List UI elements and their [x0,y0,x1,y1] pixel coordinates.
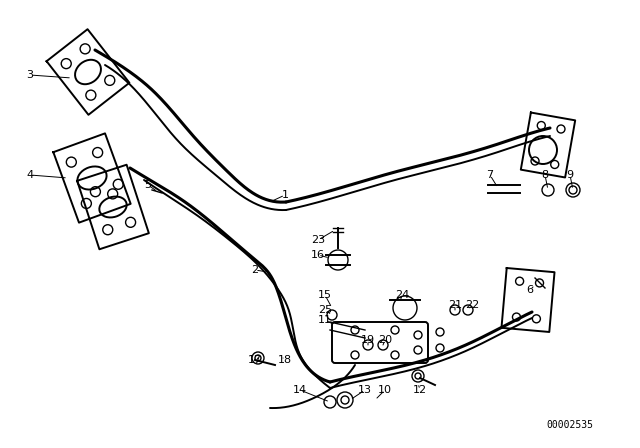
Text: 17: 17 [248,355,262,365]
Text: 8: 8 [541,170,548,180]
Text: 6: 6 [527,285,534,295]
Text: 15: 15 [318,290,332,300]
Text: 10: 10 [378,385,392,395]
Text: 3: 3 [26,70,33,80]
Text: 22: 22 [465,300,479,310]
Text: 00002535: 00002535 [547,420,593,430]
Text: 4: 4 [26,170,33,180]
Text: 12: 12 [413,385,427,395]
Text: 18: 18 [278,355,292,365]
Text: 9: 9 [566,170,573,180]
Text: 19: 19 [361,335,375,345]
Text: 7: 7 [486,170,493,180]
Text: 20: 20 [378,335,392,345]
Text: 16: 16 [311,250,325,260]
Text: 25: 25 [318,305,332,315]
Text: 21: 21 [448,300,462,310]
Text: 5: 5 [145,180,152,190]
Text: 2: 2 [252,265,259,275]
Text: 14: 14 [293,385,307,395]
Text: 1: 1 [282,190,289,200]
Text: 23: 23 [311,235,325,245]
Text: 13: 13 [358,385,372,395]
Text: 11: 11 [318,315,332,325]
Text: 24: 24 [395,290,409,300]
